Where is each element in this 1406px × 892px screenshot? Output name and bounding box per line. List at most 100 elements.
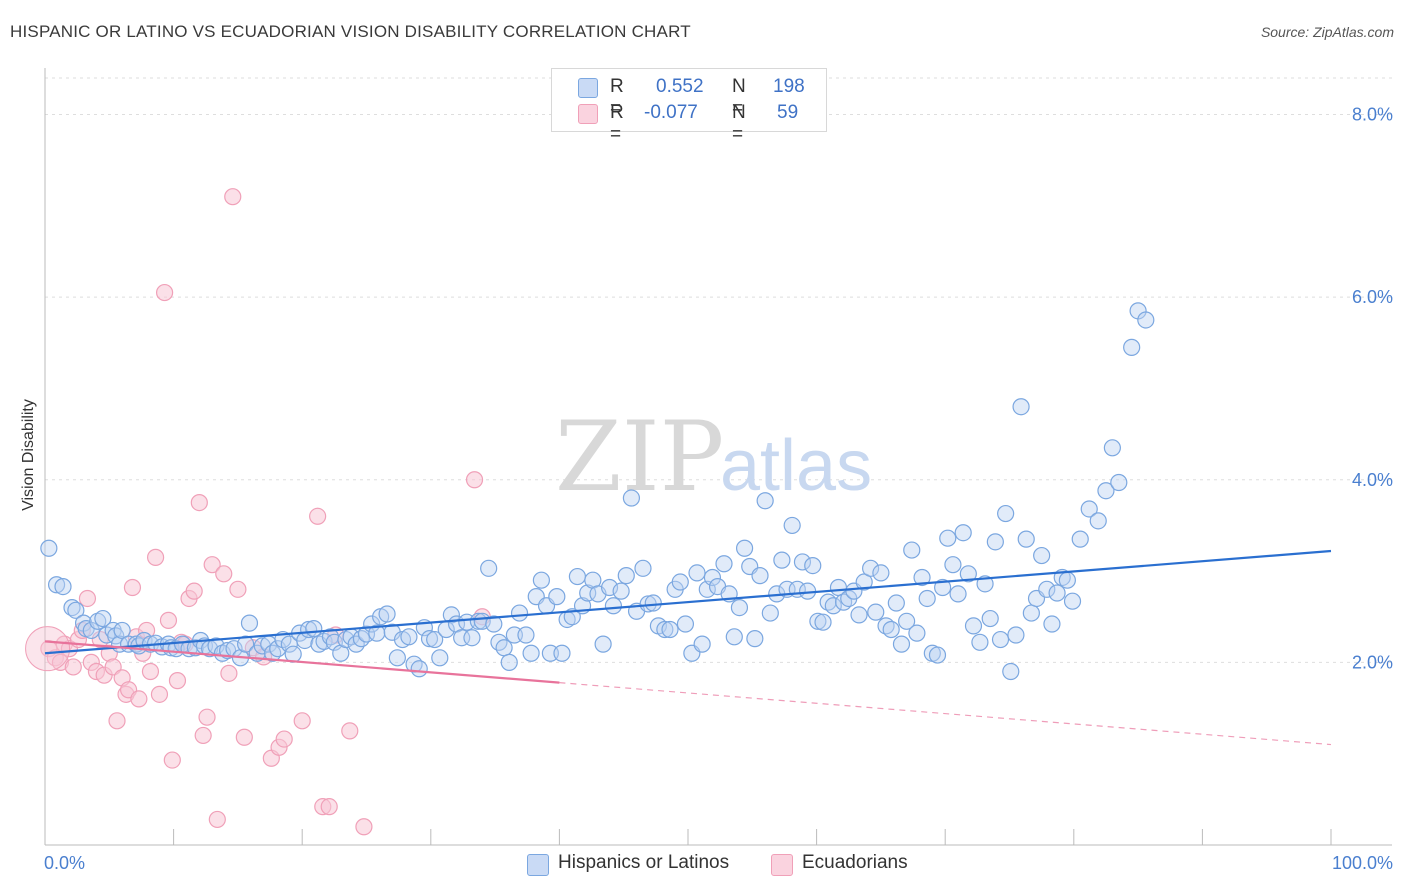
legend-n-value: 198 bbox=[773, 76, 805, 97]
ecuadorian-point bbox=[275, 730, 293, 748]
hispanic-point bbox=[420, 630, 439, 648]
legend-r-label: R = bbox=[610, 102, 624, 145]
ecuadorian-point bbox=[185, 582, 203, 600]
hispanics-trend-line bbox=[44, 549, 1332, 655]
hispanic-point bbox=[964, 617, 983, 635]
legend-n-label: N = bbox=[732, 102, 746, 145]
hispanic-point bbox=[617, 567, 635, 585]
hispanic-point bbox=[934, 578, 952, 597]
hispanic-point bbox=[804, 556, 822, 575]
ecuadorian-point bbox=[168, 672, 187, 690]
hispanic-point bbox=[548, 588, 566, 606]
hispanic-point bbox=[1022, 604, 1040, 622]
ecuadorian-point bbox=[235, 728, 253, 746]
hispanic-point bbox=[725, 628, 743, 646]
hispanic-point bbox=[553, 644, 571, 662]
hispanic-point bbox=[510, 604, 529, 622]
ecuadorian-point bbox=[137, 621, 156, 640]
hispanic-point bbox=[809, 612, 827, 630]
ecuadorian-point bbox=[355, 818, 373, 836]
hispanic-point bbox=[882, 620, 900, 639]
ecuadorian-point bbox=[465, 471, 484, 489]
legend: R = 0.552 N = 198 R = -0.077 N = 59 bbox=[551, 68, 827, 145]
hispanic-point bbox=[730, 598, 749, 617]
ecuadorian-point bbox=[220, 664, 238, 682]
hispanic-point bbox=[997, 504, 1015, 523]
watermark-atlas: atlas bbox=[720, 426, 872, 506]
hispanic-point bbox=[661, 620, 679, 639]
y-tick-label: 8.0% bbox=[1352, 105, 1393, 125]
hispanic-point bbox=[634, 559, 652, 577]
hispanic-point bbox=[89, 612, 107, 630]
hispanic-point bbox=[676, 615, 695, 633]
watermark-zip: ZIP bbox=[555, 401, 724, 513]
hispanic-point bbox=[1080, 500, 1098, 518]
ecuadorian-point bbox=[215, 565, 233, 583]
hispanic-point bbox=[751, 567, 769, 585]
ecuadorian-point bbox=[108, 712, 126, 730]
hispanic-point bbox=[532, 571, 550, 589]
ecuadorian-point bbox=[163, 751, 181, 769]
hispanic-point bbox=[944, 556, 962, 574]
legend-r-label: R = bbox=[610, 76, 624, 119]
legend-r-value: -0.077 bbox=[644, 102, 698, 123]
hispanic-point bbox=[264, 644, 282, 662]
hispanic-point bbox=[67, 601, 85, 619]
hispanic-point bbox=[783, 516, 801, 535]
tick-labels: 2.0% 4.0% 6.0% 8.0% 0.0% 100.0% bbox=[44, 105, 1393, 873]
hispanic-point bbox=[1103, 439, 1121, 457]
hispanic-point bbox=[594, 635, 612, 653]
ecuadorian-point bbox=[309, 507, 327, 525]
hispanic-point bbox=[688, 564, 706, 582]
hispanic-point bbox=[604, 597, 623, 615]
hispanic-point bbox=[568, 567, 587, 586]
ecuadorian-point bbox=[293, 712, 311, 730]
y-tick-label: 4.0% bbox=[1352, 470, 1393, 490]
hispanic-point bbox=[480, 559, 498, 577]
ecuadorian-point bbox=[203, 556, 221, 574]
hispanic-point bbox=[981, 609, 999, 628]
hispanic-point bbox=[939, 529, 957, 547]
hispanic-point bbox=[1012, 398, 1030, 416]
source-label: Source: ZipAtlas.com bbox=[1260, 24, 1394, 40]
hispanic-point bbox=[954, 524, 972, 542]
y-tick-label: 6.0% bbox=[1352, 287, 1393, 307]
hispanic-point bbox=[400, 628, 418, 646]
hispanic-point bbox=[1089, 512, 1107, 530]
hispanic-point bbox=[644, 594, 662, 612]
hispanic-point bbox=[693, 635, 711, 653]
hispanic-point bbox=[463, 629, 481, 647]
hispanic-point bbox=[928, 646, 947, 664]
ecuadorian-point bbox=[224, 188, 242, 206]
hispanic-point bbox=[1058, 571, 1076, 589]
hispanic-point bbox=[756, 492, 774, 510]
ecuadorian-point bbox=[155, 283, 174, 302]
hispanic-point bbox=[715, 555, 733, 573]
hispanic-point bbox=[522, 644, 540, 662]
hispanic-point bbox=[500, 653, 518, 671]
bottom-legend-label: Ecuadorians bbox=[802, 852, 908, 873]
hispanic-point bbox=[850, 606, 868, 624]
legend-r-value: 0.552 bbox=[656, 76, 704, 97]
hispanic-point bbox=[40, 539, 58, 557]
hispanic-point bbox=[442, 606, 460, 624]
hispanic-point bbox=[746, 630, 764, 648]
bottom-legend-swatch-pink bbox=[771, 854, 793, 876]
ecuadorian-point bbox=[341, 722, 359, 740]
hispanic-point bbox=[1007, 626, 1025, 644]
hispanic-point bbox=[971, 633, 989, 651]
hispanic-point bbox=[47, 576, 66, 594]
hispanic-point bbox=[867, 603, 885, 621]
hispanic-point bbox=[986, 533, 1004, 551]
hispanic-point bbox=[1123, 338, 1141, 356]
hispanic-point bbox=[1048, 584, 1066, 602]
hispanic-point bbox=[410, 660, 428, 678]
hispanic-point bbox=[959, 565, 977, 583]
hispanic-point bbox=[1033, 546, 1051, 565]
hispanics-points bbox=[40, 302, 1155, 681]
hispanic-point bbox=[352, 630, 370, 648]
ecuadorian-point bbox=[141, 662, 160, 681]
hispanic-point bbox=[903, 541, 921, 559]
hispanic-point bbox=[485, 615, 503, 633]
